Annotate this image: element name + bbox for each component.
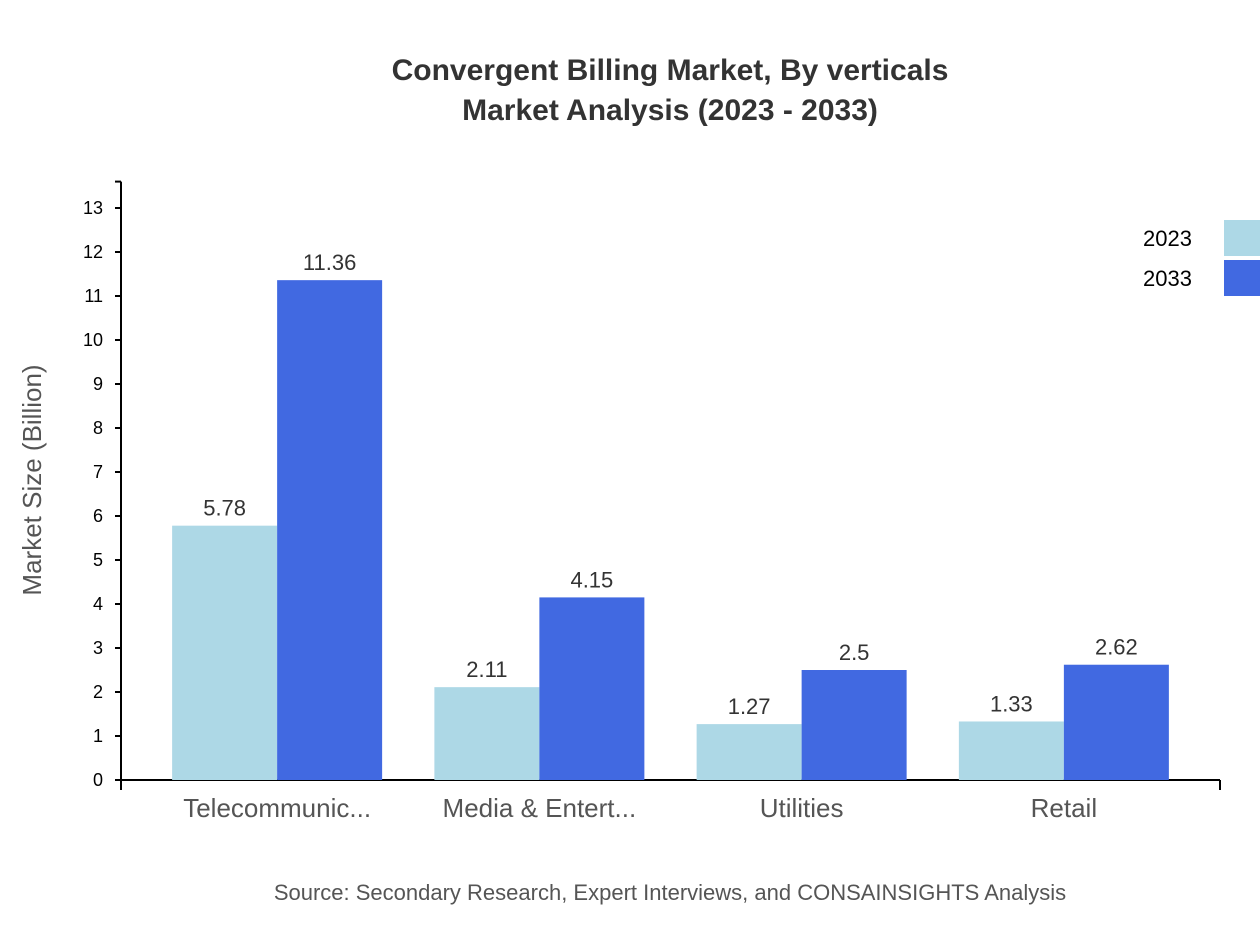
y-tick-label: 2 — [93, 682, 103, 702]
x-tick-label: Utilities — [760, 793, 844, 823]
bar-2023 — [958, 721, 1064, 780]
y-tick-label: 6 — [93, 506, 103, 526]
y-tick-label: 0 — [93, 770, 103, 790]
bar-2033 — [1063, 664, 1169, 780]
source-note: Source: Secondary Research, Expert Inter… — [274, 880, 1066, 905]
x-tick-label: Telecommunic... — [183, 793, 371, 823]
data-label: 4.15 — [570, 567, 613, 592]
data-label: 2.11 — [466, 657, 507, 682]
bar-2023 — [434, 687, 540, 780]
x-axis: Telecommunic... Media & Entert... Utilitie… — [120, 779, 1221, 823]
legend-label: 2033 — [1143, 266, 1192, 291]
y-tick-label: 11 — [84, 286, 103, 306]
data-label: 2.5 — [839, 640, 870, 665]
y-tick-label: 10 — [83, 330, 103, 350]
y-tick-label: 13 — [83, 198, 103, 218]
y-tick-label: 8 — [93, 418, 103, 438]
data-label: 1.27 — [728, 694, 771, 719]
y-tick-label: 4 — [93, 594, 103, 614]
data-label: 5.78 — [203, 496, 246, 521]
y-tick-label: 9 — [93, 374, 103, 394]
data-label: 2.62 — [1095, 635, 1138, 660]
bar-2023 — [172, 525, 278, 780]
chart-title: Convergent Billing Market, By verticals — [392, 54, 949, 87]
x-tick-label: Retail — [1031, 793, 1097, 823]
bar-2033 — [277, 280, 383, 780]
y-axis-label: Market Size (Billion) — [17, 364, 47, 595]
data-label: 11.36 — [303, 250, 356, 275]
y-tick-label: 12 — [83, 242, 103, 262]
y-tick-label: 1 — [93, 726, 103, 746]
bar-2033 — [539, 597, 645, 780]
bar-2033 — [801, 670, 907, 780]
legend-swatch — [1224, 220, 1260, 256]
bars: 5.78 11.36 2.11 4.15 1.27 2.5 1.33 2.62 — [172, 250, 1169, 780]
y-tick-label: 7 — [93, 462, 103, 482]
y-tick-label: 5 — [93, 550, 103, 570]
legend: 2023 2033 — [1143, 220, 1260, 296]
bar-2023 — [696, 724, 802, 780]
data-label: 1.33 — [990, 691, 1033, 716]
legend-label: 2023 — [1143, 226, 1192, 251]
y-tick-label: 3 — [93, 638, 103, 658]
x-tick-label: Media & Entert... — [443, 793, 637, 823]
legend-swatch — [1224, 260, 1260, 296]
chart-subtitle: Market Analysis (2023 - 2033) — [462, 94, 878, 127]
